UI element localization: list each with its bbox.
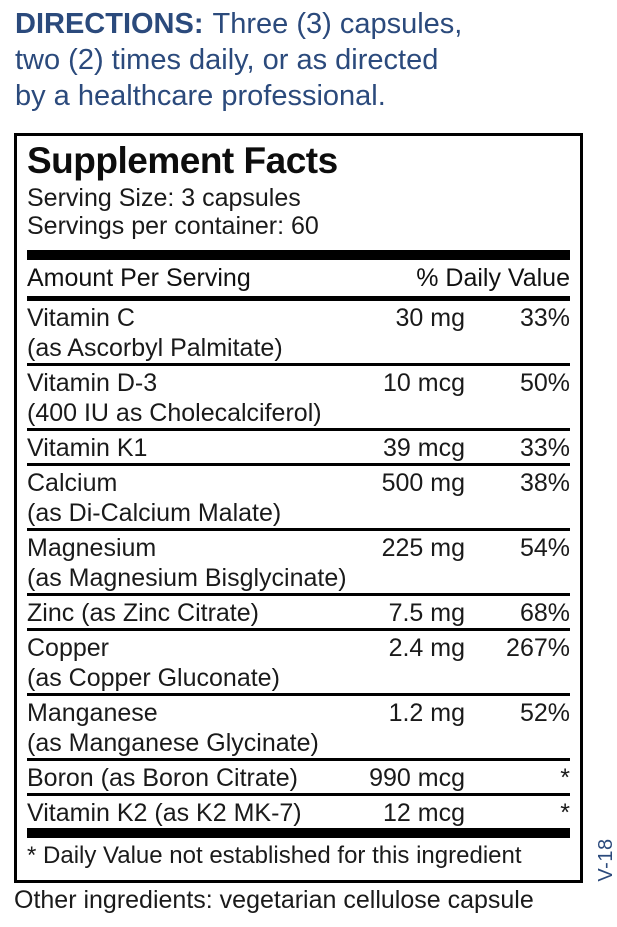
divider-thick-bottom xyxy=(27,828,570,838)
nutrient-row-manganese: Manganese 1.2 mg 52% (as Manganese Glyci… xyxy=(27,696,570,761)
nutrient-amount: 7.5 mg xyxy=(388,599,465,627)
nutrient-row-vitamin-k2: Vitamin K2 (as K2 MK-7) 12 mcg * xyxy=(27,796,570,828)
version-tag: V-18 xyxy=(595,838,617,882)
nutrient-daily-value: 52% xyxy=(519,699,570,727)
nutrient-amount: 225 mg xyxy=(381,534,465,562)
row-line: Magnesium 225 mg 54% xyxy=(27,533,570,563)
nutrient-detail: (400 IU as Cholecalciferol) xyxy=(27,399,322,427)
nutrient-name: Boron (as Boron Citrate) xyxy=(27,764,298,792)
row-line: Vitamin K2 (as K2 MK-7) 12 mcg * xyxy=(27,798,570,828)
nutrient-daily-value: 54% xyxy=(519,534,570,562)
nutrient-name: Calcium xyxy=(27,469,118,497)
nutrient-amount: 500 mg xyxy=(381,469,465,497)
nutrient-daily-value: 68% xyxy=(519,599,570,627)
directions-line-1: DIRECTIONS: Three (3) capsules, xyxy=(15,6,610,42)
nutrient-name: Vitamin C xyxy=(27,304,135,332)
directions-line-2: two (2) times daily, or as directed xyxy=(15,44,439,76)
row-line: Boron (as Boron Citrate) 990 mcg * xyxy=(27,763,570,793)
divider-thick-top xyxy=(27,250,570,260)
row-line: Calcium 500 mg 38% xyxy=(27,468,570,498)
serving-size: Serving Size: 3 capsules xyxy=(27,184,301,212)
panel-title: Supplement Facts xyxy=(27,140,338,181)
daily-value-header: % Daily Value xyxy=(416,264,570,292)
row-line: Manganese 1.2 mg 52% xyxy=(27,698,570,728)
supplement-facts-panel: Supplement Facts Serving Size: 3 capsule… xyxy=(14,133,583,883)
nutrient-amount: 12 mcg xyxy=(383,799,465,827)
row-line: Vitamin K1 39 mcg 33% xyxy=(27,433,570,463)
nutrient-daily-value: 38% xyxy=(519,469,570,497)
nutrient-name: Magnesium xyxy=(27,534,157,562)
servings-per-container: Servings per container: 60 xyxy=(27,212,319,240)
nutrient-daily-value: 267% xyxy=(506,634,570,662)
nutrient-row-vitamin-d3: Vitamin D-3 10 mcg 50% (400 IU as Cholec… xyxy=(27,366,570,431)
other-ingredients: Other ingredients: vegetarian cellulose … xyxy=(14,886,534,914)
nutrient-amount: 2.4 mg xyxy=(388,634,465,662)
row-line: Copper 2.4 mg 267% xyxy=(27,633,570,663)
row-line: Vitamin C 30 mg 33% xyxy=(27,303,570,333)
row-line: Zinc (as Zinc Citrate) 7.5 mg 68% xyxy=(27,598,570,628)
nutrient-daily-value: * xyxy=(560,764,570,792)
nutrient-detail: (as Ascorbyl Palmitate) xyxy=(27,334,283,362)
nutrient-amount: 1.2 mg xyxy=(388,699,465,727)
nutrient-detail: (as Manganese Glycinate) xyxy=(27,729,319,757)
directions-text: DIRECTIONS: Three (3) capsules, two (2) t… xyxy=(15,6,610,114)
table-header-row: Amount Per Serving % Daily Value xyxy=(27,260,570,301)
nutrient-row-magnesium: Magnesium 225 mg 54% (as Magnesium Bisgl… xyxy=(27,531,570,596)
nutrient-row-boron: Boron (as Boron Citrate) 990 mcg * xyxy=(27,761,570,796)
nutrient-daily-value: * xyxy=(560,799,570,827)
nutrient-name: Vitamin D-3 xyxy=(27,369,158,397)
nutrient-amount: 30 mg xyxy=(395,304,465,332)
nutrient-daily-value: 33% xyxy=(519,434,570,462)
nutrient-amount: 39 mcg xyxy=(383,434,465,462)
directions-line-1-text: Three (3) capsules, xyxy=(212,8,463,40)
nutrient-detail: (as Magnesium Bisglycinate) xyxy=(27,564,347,592)
nutrient-daily-value: 50% xyxy=(519,369,570,397)
directions-line-3: by a healthcare professional. xyxy=(15,80,386,112)
amount-per-serving-header: Amount Per Serving xyxy=(27,264,251,292)
daily-value-footnote: * Daily Value not established for this i… xyxy=(27,842,522,869)
nutrient-name: Copper xyxy=(27,634,109,662)
nutrient-name: Vitamin K1 xyxy=(27,434,148,462)
nutrient-name: Zinc (as Zinc Citrate) xyxy=(27,599,259,627)
nutrient-row-calcium: Calcium 500 mg 38% (as Di-Calcium Malate… xyxy=(27,466,570,531)
nutrient-detail: (as Di-Calcium Malate) xyxy=(27,499,282,527)
directions-label: DIRECTIONS: xyxy=(15,8,204,40)
nutrient-row-copper: Copper 2.4 mg 267% (as Copper Gluconate) xyxy=(27,631,570,696)
nutrient-detail: (as Copper Gluconate) xyxy=(27,664,280,692)
nutrient-amount: 990 mcg xyxy=(369,764,465,792)
nutrient-row-vitamin-c: Vitamin C 30 mg 33% (as Ascorbyl Palmita… xyxy=(27,301,570,366)
row-line: Vitamin D-3 10 mcg 50% xyxy=(27,368,570,398)
nutrient-daily-value: 33% xyxy=(519,304,570,332)
nutrient-name: Vitamin K2 (as K2 MK-7) xyxy=(27,799,302,827)
nutrient-amount: 10 mcg xyxy=(383,369,465,397)
nutrient-row-zinc: Zinc (as Zinc Citrate) 7.5 mg 68% xyxy=(27,596,570,631)
nutrient-name: Manganese xyxy=(27,699,158,727)
nutrient-row-vitamin-k1: Vitamin K1 39 mcg 33% xyxy=(27,431,570,466)
